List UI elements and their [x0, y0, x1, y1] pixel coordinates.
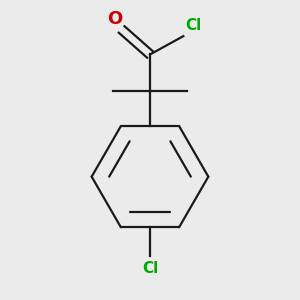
Text: Cl: Cl — [185, 18, 201, 33]
Text: O: O — [107, 10, 123, 28]
Text: Cl: Cl — [142, 260, 158, 275]
